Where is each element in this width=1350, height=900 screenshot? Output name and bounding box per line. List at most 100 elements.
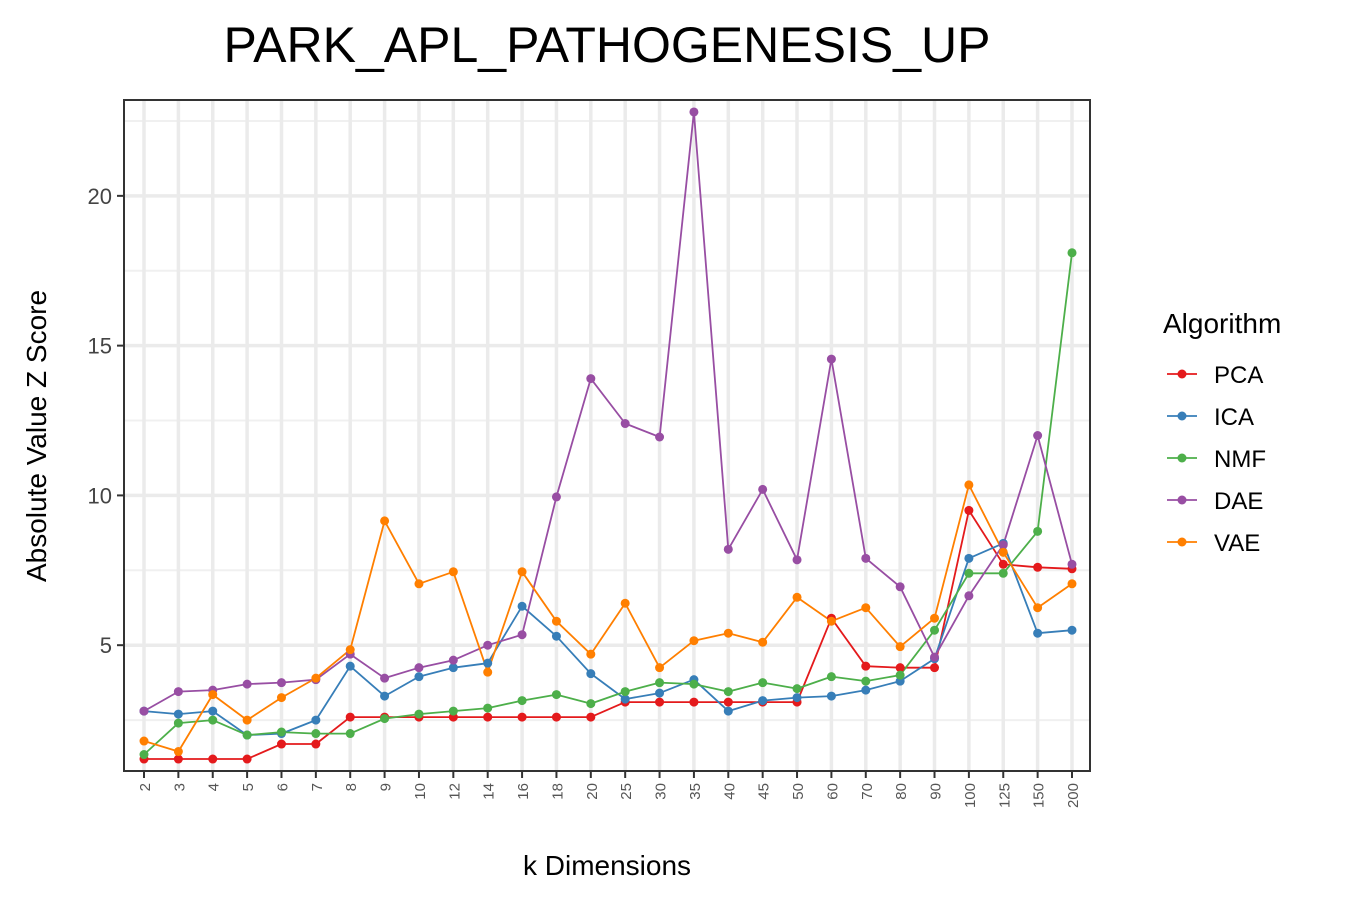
series-line-pca — [144, 509, 1073, 760]
data-point-pca — [861, 661, 871, 671]
data-point-nmf — [620, 687, 630, 697]
data-point-ica — [345, 661, 355, 671]
data-point-ica — [723, 706, 733, 716]
y-tick-label: 10 — [88, 483, 112, 508]
data-point-ica — [1067, 625, 1077, 635]
x-tick-label: 60 — [824, 783, 841, 800]
data-point-dae — [483, 640, 493, 650]
data-point-nmf — [276, 727, 286, 737]
data-point-vae — [861, 603, 871, 613]
data-point-dae — [242, 679, 252, 689]
data-point-nmf — [483, 703, 493, 713]
data-point-ica — [551, 631, 561, 641]
data-point-vae — [655, 663, 665, 673]
data-point-nmf — [1033, 526, 1043, 536]
data-point-vae — [276, 693, 286, 703]
x-tick-label: 200 — [1065, 783, 1082, 808]
data-point-ica — [586, 669, 596, 679]
data-point-nmf — [551, 690, 561, 700]
data-point-ica — [517, 601, 527, 611]
data-point-pca — [895, 663, 905, 673]
data-point-vae — [792, 592, 802, 602]
data-point-vae — [620, 598, 630, 608]
data-point-vae — [758, 637, 768, 647]
data-point-dae — [1033, 431, 1043, 440]
data-point-nmf — [723, 687, 733, 697]
data-point-nmf — [861, 676, 871, 686]
data-point-nmf — [930, 625, 940, 635]
data-point-vae — [723, 628, 733, 638]
legend-label-dae: DAE — [1214, 488, 1263, 515]
data-point-vae — [242, 715, 252, 725]
data-point-ica — [964, 553, 974, 563]
legend-key-point-ica — [1177, 411, 1187, 421]
x-tick-label: 14 — [481, 783, 498, 800]
data-point-pca — [345, 712, 355, 722]
x-tick-label: 40 — [721, 783, 738, 800]
data-point-pca — [517, 712, 527, 722]
data-point-dae — [586, 374, 596, 384]
data-point-dae — [139, 706, 149, 716]
x-tick-label: 9 — [378, 783, 395, 791]
data-point-dae — [380, 673, 390, 683]
data-point-ica — [311, 715, 321, 725]
chart-title: PARK_APL_PATHOGENESIS_UP — [224, 17, 991, 73]
x-tick-label: 45 — [756, 783, 773, 800]
data-point-ica — [792, 693, 802, 703]
data-point-nmf — [517, 696, 527, 706]
data-point-dae — [1067, 559, 1077, 569]
legend-key-point-vae — [1177, 537, 1187, 547]
data-point-vae — [826, 616, 836, 626]
data-point-dae — [551, 492, 561, 502]
x-tick-label: 35 — [687, 783, 704, 800]
series-line-ica — [143, 542, 1073, 736]
data-point-nmf — [242, 730, 252, 740]
data-point-vae — [448, 567, 458, 577]
x-tick-label: 4 — [206, 783, 223, 791]
data-point-pca — [689, 697, 699, 707]
data-point-pca — [173, 754, 183, 764]
x-tick-label: 70 — [859, 783, 876, 800]
data-point-nmf — [208, 715, 218, 725]
data-point-ica — [1033, 628, 1043, 638]
y-tick-label: 5 — [100, 633, 112, 658]
data-point-dae — [620, 419, 630, 429]
data-point-nmf — [414, 709, 424, 719]
y-tick-label: 20 — [88, 184, 112, 209]
x-tick-label: 7 — [309, 783, 326, 791]
data-point-pca — [723, 697, 733, 707]
legend-label-nmf: NMF — [1214, 446, 1266, 473]
x-tick-label: 90 — [928, 783, 945, 800]
data-point-vae — [483, 667, 493, 677]
legend-label-ica: ICA — [1214, 404, 1254, 431]
data-point-vae — [1067, 579, 1077, 589]
data-point-ica — [826, 691, 836, 701]
data-point-dae — [998, 540, 1008, 550]
y-axis: 5 10 15 20 — [88, 184, 124, 658]
data-point-ica — [655, 688, 665, 698]
data-point-ica — [208, 706, 218, 716]
y-axis-title: Absolute Value Z Score — [21, 290, 52, 582]
data-point-dae — [930, 652, 940, 662]
x-tick-label: 8 — [343, 783, 360, 791]
data-point-nmf — [964, 568, 974, 578]
y-tick-label: 15 — [88, 334, 112, 359]
x-tick-label: 125 — [996, 783, 1013, 808]
x-tick-label: 25 — [618, 783, 635, 800]
series-line-vae — [143, 483, 1073, 753]
data-point-nmf — [826, 672, 836, 682]
data-point-vae — [414, 579, 424, 589]
data-point-nmf — [173, 718, 183, 728]
data-point-ica — [448, 663, 458, 673]
x-tick-label: 30 — [653, 783, 670, 800]
x-tick-label: 150 — [1031, 783, 1048, 808]
x-tick-label: 3 — [171, 783, 188, 791]
series-line-nmf — [143, 252, 1073, 756]
data-point-nmf — [1067, 248, 1077, 258]
data-point-nmf — [448, 706, 458, 716]
plot-panel-border — [123, 99, 1091, 772]
data-point-dae — [173, 687, 183, 697]
data-point-nmf — [380, 714, 390, 724]
data-point-vae — [551, 616, 561, 626]
